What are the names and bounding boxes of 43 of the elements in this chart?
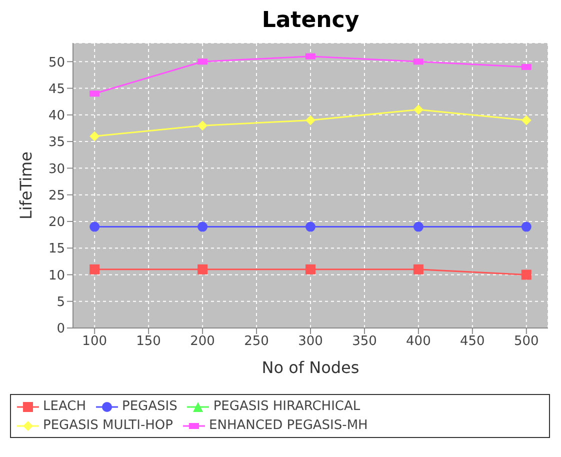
x-tick-label: 300 — [298, 334, 323, 350]
x-tick-label: 200 — [190, 334, 215, 350]
chart-title: Latency — [260, 8, 360, 35]
x-tick-label: 100 — [82, 334, 108, 350]
point — [306, 264, 316, 274]
legend-label: PEGASIS — [122, 399, 178, 414]
point — [90, 222, 100, 232]
x-tick-label: 350 — [352, 334, 377, 350]
x-tick-label: 400 — [406, 334, 431, 350]
point — [413, 104, 424, 115]
y-tick-label: 35 — [48, 135, 65, 150]
point — [521, 115, 532, 126]
y-axis-title: LifeTime — [16, 152, 36, 220]
x-axis-title: No of Nodes — [262, 358, 360, 377]
y-tick-label: 5 — [56, 294, 65, 310]
x-tick-label: 250 — [244, 334, 269, 350]
point — [521, 270, 532, 280]
x-tick-label: 150 — [136, 334, 161, 350]
legend-label: PEGASIS MULTI-HOP — [43, 418, 173, 433]
point — [306, 222, 316, 232]
legend-label: PEGASIS HIRARCHICAL — [213, 399, 360, 414]
y-tick-label: 20 — [48, 215, 65, 230]
y-tick-label: 45 — [48, 82, 65, 97]
point — [413, 222, 424, 232]
point — [90, 131, 100, 142]
y-tick-label: 0 — [56, 322, 65, 337]
point — [198, 120, 208, 131]
point — [90, 264, 100, 274]
point — [198, 264, 208, 274]
point — [306, 115, 316, 126]
point — [521, 222, 532, 232]
y-tick-label: 50 — [48, 55, 65, 70]
x-tick-label: 450 — [460, 334, 485, 350]
x-tick-label: 500 — [514, 334, 539, 350]
y-tick-label: 25 — [48, 188, 65, 204]
y-tick-label: 10 — [48, 268, 65, 284]
y-tick-label: 30 — [48, 162, 65, 177]
legend-label: ENHANCED PEGASIS-MH — [209, 418, 368, 433]
y-tick-label: 15 — [48, 242, 65, 257]
legend-label: LEACH — [43, 399, 86, 414]
y-tick-label: 40 — [48, 108, 65, 124]
point — [198, 222, 208, 232]
point — [413, 264, 424, 274]
